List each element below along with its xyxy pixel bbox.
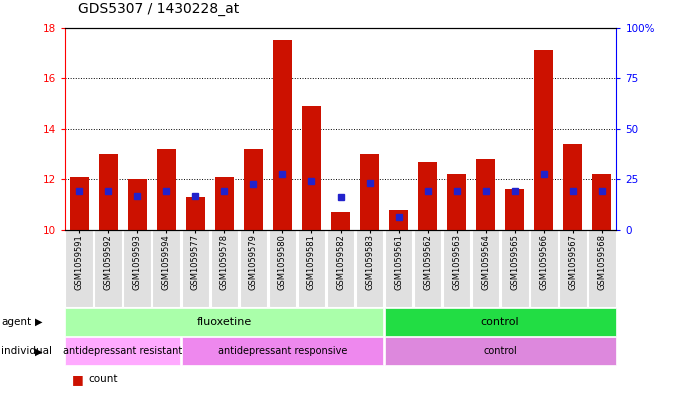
Bar: [69, 177, 89, 230]
Text: ▶: ▶: [35, 317, 43, 327]
Bar: [360, 154, 379, 230]
Text: ■: ■: [72, 373, 83, 386]
Text: antidepressant responsive: antidepressant responsive: [218, 346, 347, 356]
Bar: [99, 154, 118, 230]
Text: control: control: [484, 346, 517, 356]
Bar: [563, 144, 582, 230]
Bar: [592, 174, 612, 230]
Text: individual: individual: [1, 346, 52, 356]
Bar: [331, 212, 350, 230]
Bar: [389, 209, 408, 230]
Bar: [273, 40, 292, 230]
Text: agent: agent: [1, 317, 31, 327]
Text: GDS5307 / 1430228_at: GDS5307 / 1430228_at: [78, 2, 240, 16]
Bar: [244, 149, 263, 230]
Bar: [157, 149, 176, 230]
Text: control: control: [481, 317, 520, 327]
Bar: [505, 189, 524, 230]
Bar: [476, 159, 495, 230]
Bar: [535, 50, 553, 230]
Bar: [447, 174, 466, 230]
Text: ▶: ▶: [35, 346, 43, 356]
Text: count: count: [89, 374, 118, 384]
Bar: [186, 197, 205, 230]
Bar: [302, 106, 321, 230]
Bar: [128, 179, 146, 230]
Text: antidepressant resistant: antidepressant resistant: [63, 346, 183, 356]
Bar: [215, 177, 234, 230]
Bar: [418, 162, 437, 230]
Text: fluoxetine: fluoxetine: [197, 317, 252, 327]
